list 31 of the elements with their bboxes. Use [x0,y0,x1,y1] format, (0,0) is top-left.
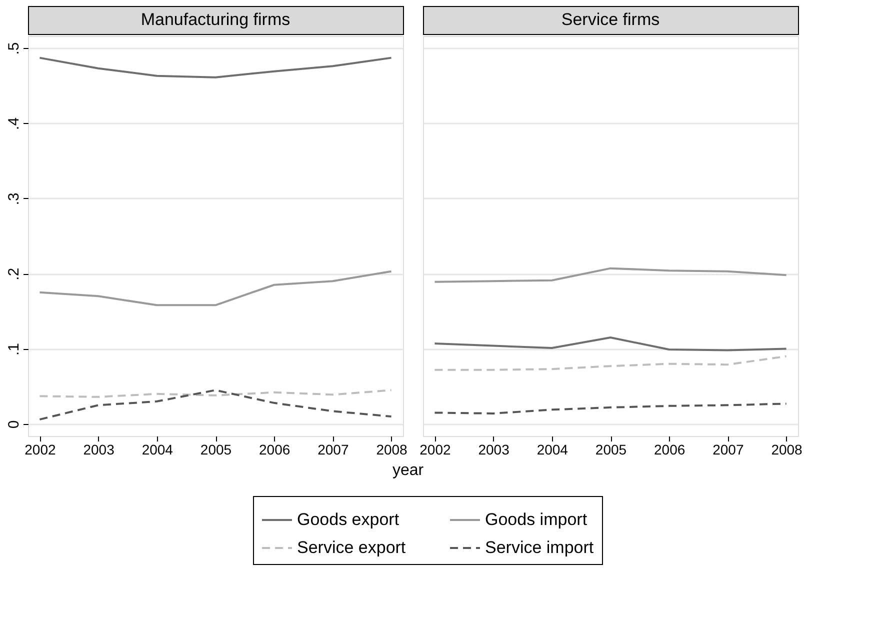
x-tick-label: 2003 [83,442,115,458]
y-tick-label: .3 [6,192,22,206]
chart-title: Service firms [561,10,660,29]
legend-label: Service export [297,538,406,557]
chart-title: Manufacturing firms [140,10,290,29]
legend-label: Goods export [297,510,400,529]
x-tick-label: 2003 [478,442,510,458]
line-series [38,270,392,306]
x-axis-title: year [392,462,424,479]
y-tick-label: 0 [6,420,22,429]
line-series [38,389,392,420]
x-tick-label: 2007 [712,442,744,458]
x-tick-label: 2008 [376,442,408,458]
y-tick-label: .1 [6,343,22,356]
x-tick-label: 2006 [654,442,686,458]
x-tick-label: 2005 [595,442,627,458]
x-tick-label: 2004 [142,442,174,458]
x-tick-label: 2005 [200,442,232,458]
y-tick-label: .2 [6,268,22,280]
x-tick-label: 2006 [259,442,290,458]
x-tick-label: 2002 [420,442,451,458]
y-tick-label: .5 [6,42,22,55]
legend-label: Goods import [485,510,588,529]
line-series [38,389,392,398]
x-tick-label: 2008 [771,442,803,458]
x-tick-label: 2004 [536,442,568,458]
line-series [38,56,392,78]
y-tick-label: .4 [6,117,22,130]
x-tick-label: 2002 [24,442,56,458]
legend-label: Service import [485,538,594,557]
x-tick-label: 2007 [318,442,349,458]
